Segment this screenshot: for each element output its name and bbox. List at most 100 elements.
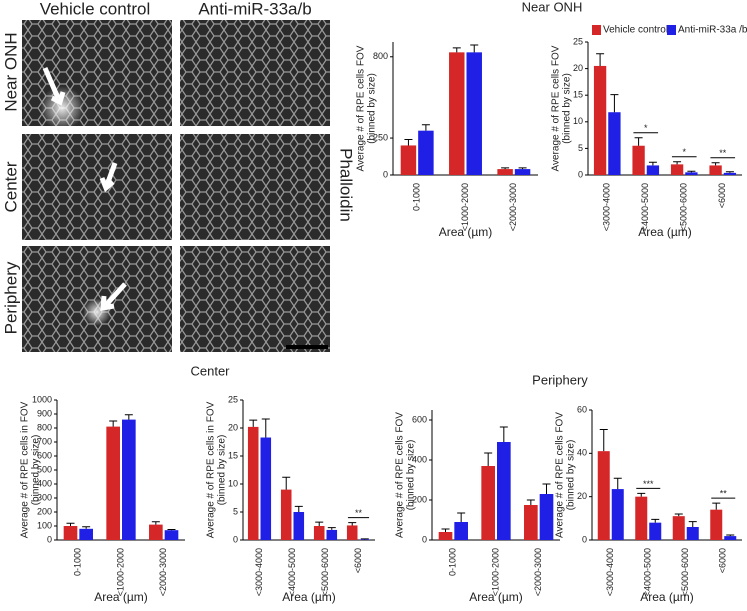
error-bar bbox=[648, 161, 657, 166]
row-label: Near ONH bbox=[1, 32, 20, 111]
error-bar bbox=[499, 426, 508, 442]
x-axis-label: Area (µm) bbox=[94, 590, 148, 604]
y-tick-label: 600 bbox=[412, 414, 427, 424]
bar bbox=[514, 169, 531, 175]
micrograph bbox=[180, 20, 330, 126]
bar bbox=[247, 426, 259, 540]
y-tick-label: 0 bbox=[233, 534, 238, 544]
x-tick-label: <5000-6000 bbox=[680, 548, 690, 596]
y-tick-label: 5 bbox=[233, 506, 238, 516]
y-axis-label: (binned by size) bbox=[562, 73, 573, 144]
x-axis-label: Area (µm) bbox=[640, 590, 694, 604]
micrograph bbox=[180, 134, 330, 240]
x-tick-label: 0-1000 bbox=[73, 548, 83, 576]
x-tick-label: <6000 bbox=[353, 548, 363, 573]
x-tick-label: <5000-6000 bbox=[320, 548, 330, 596]
column-label: Vehicle control bbox=[40, 0, 151, 18]
stain-label: Phalloidin bbox=[337, 148, 356, 222]
error-bar bbox=[687, 170, 696, 173]
error-bar bbox=[327, 527, 336, 530]
bar bbox=[293, 512, 305, 540]
bar bbox=[686, 527, 699, 540]
bar bbox=[709, 165, 722, 175]
error-bar bbox=[712, 502, 721, 510]
bar bbox=[164, 530, 179, 540]
error-bar bbox=[348, 522, 357, 526]
chart-title: Near ONH bbox=[522, 0, 583, 14]
bar bbox=[632, 145, 645, 175]
x-tick-label: <2000-3000 bbox=[158, 548, 168, 596]
error-bar bbox=[610, 94, 619, 113]
x-tick-label: 0-1000 bbox=[448, 548, 458, 576]
y-tick-label: 20 bbox=[573, 63, 583, 73]
chart-title: Periphery bbox=[532, 372, 588, 387]
x-tick-label: <1000-2000 bbox=[115, 548, 125, 596]
error-bar bbox=[151, 521, 160, 525]
y-axis-label: (binned by size) bbox=[406, 440, 417, 511]
y-tick-label: 25 bbox=[228, 394, 238, 404]
bar bbox=[454, 522, 468, 540]
x-axis-label: Area (µm) bbox=[282, 590, 336, 604]
error-bar bbox=[596, 53, 605, 66]
error-bar bbox=[711, 162, 720, 166]
y-axis-label: Average # of RPE cells FOV bbox=[555, 412, 566, 538]
y-tick-label: 0 bbox=[47, 534, 52, 544]
bar bbox=[418, 130, 434, 175]
bar bbox=[497, 442, 511, 540]
glow bbox=[40, 86, 84, 130]
y-tick-label: 700 bbox=[37, 436, 52, 446]
y-axis-label: Average # of RPE cells FOV bbox=[356, 45, 367, 171]
error-bar bbox=[673, 161, 682, 165]
error-bar bbox=[457, 512, 466, 522]
y-axis-label: (binned by size) bbox=[367, 73, 378, 144]
x-tick-label: <3000-4000 bbox=[602, 183, 612, 231]
legend-label: Anti-miR-33a /b bbox=[678, 25, 747, 36]
y-axis-label: (binned by size) bbox=[31, 435, 42, 506]
bar bbox=[481, 466, 495, 540]
significance-label: ** bbox=[720, 489, 728, 499]
y-tick-label: 600 bbox=[37, 450, 52, 460]
x-tick-label: <4000-5000 bbox=[287, 548, 297, 596]
error-bar bbox=[599, 429, 608, 452]
y-tick-label: 200 bbox=[412, 494, 427, 504]
error-bar bbox=[725, 171, 734, 173]
legend-label: Vehicle control bbox=[603, 25, 668, 36]
error-bar bbox=[82, 526, 91, 529]
error-bar bbox=[674, 513, 683, 517]
error-bar bbox=[124, 414, 133, 420]
chart-title: Center bbox=[190, 363, 230, 378]
bar bbox=[63, 526, 78, 540]
error-bar bbox=[249, 419, 258, 427]
y-tick-label: 20 bbox=[577, 491, 587, 501]
y-axis-label: Average # of RPE cells FOV bbox=[395, 412, 406, 538]
error-bar bbox=[613, 477, 622, 490]
error-bar bbox=[484, 452, 493, 466]
bar bbox=[710, 509, 723, 540]
bar bbox=[260, 437, 272, 540]
error-bar bbox=[421, 124, 430, 131]
bar bbox=[313, 526, 325, 540]
bar bbox=[359, 539, 371, 540]
error-bar bbox=[542, 483, 551, 494]
bar bbox=[685, 172, 698, 175]
y-tick-label: 800 bbox=[37, 422, 52, 432]
x-tick-label: <4000-5000 bbox=[640, 183, 650, 231]
bar bbox=[106, 426, 120, 540]
micrograph bbox=[180, 246, 330, 352]
scale-bar bbox=[286, 345, 328, 349]
error-bar bbox=[526, 499, 535, 505]
arrow bbox=[100, 282, 127, 312]
y-tick-label: 500 bbox=[37, 464, 52, 474]
bar bbox=[608, 112, 621, 175]
legend-swatch bbox=[592, 25, 601, 35]
error-bar bbox=[726, 534, 735, 537]
bar bbox=[649, 522, 662, 540]
bar bbox=[524, 505, 538, 540]
y-tick-label: 250 bbox=[373, 132, 388, 142]
bar bbox=[149, 524, 163, 540]
bar bbox=[672, 516, 685, 540]
column-label: Anti-miR-33a/b bbox=[198, 0, 311, 18]
y-tick-label: 800 bbox=[373, 51, 388, 61]
error-bar bbox=[109, 420, 118, 427]
